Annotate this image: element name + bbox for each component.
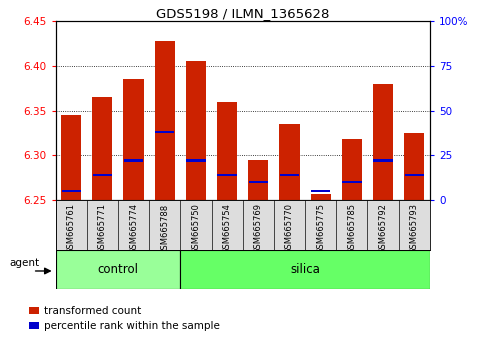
Text: GSM665769: GSM665769 xyxy=(254,204,263,255)
Text: GSM665774: GSM665774 xyxy=(129,204,138,255)
Bar xyxy=(61,115,81,200)
Bar xyxy=(404,133,425,200)
Legend: transformed count, percentile rank within the sample: transformed count, percentile rank withi… xyxy=(29,306,220,331)
Text: GSM665785: GSM665785 xyxy=(347,204,356,255)
Text: GSM665793: GSM665793 xyxy=(410,204,419,255)
Bar xyxy=(373,159,393,162)
Text: GSM665761: GSM665761 xyxy=(67,204,76,255)
Bar xyxy=(149,200,180,250)
Bar xyxy=(118,200,149,250)
Bar xyxy=(155,131,174,133)
Bar xyxy=(155,41,175,200)
Bar xyxy=(123,79,143,200)
Bar xyxy=(279,124,299,200)
Bar xyxy=(274,200,305,250)
Bar xyxy=(342,181,361,183)
Bar xyxy=(342,139,362,200)
Text: GSM665770: GSM665770 xyxy=(285,204,294,255)
Bar xyxy=(280,174,299,176)
Bar xyxy=(180,250,430,289)
Bar xyxy=(336,200,368,250)
Bar xyxy=(368,200,398,250)
Text: GSM665792: GSM665792 xyxy=(379,204,387,255)
Text: GSM665754: GSM665754 xyxy=(223,204,232,255)
Text: agent: agent xyxy=(9,258,39,268)
Bar xyxy=(93,174,112,176)
Bar xyxy=(242,200,274,250)
Bar xyxy=(56,200,87,250)
Bar xyxy=(405,174,424,176)
Bar xyxy=(248,160,269,200)
Bar xyxy=(180,200,212,250)
Bar xyxy=(124,159,143,162)
Bar xyxy=(61,190,81,193)
Bar xyxy=(186,159,206,162)
Bar xyxy=(373,84,393,200)
Bar xyxy=(212,200,242,250)
Bar xyxy=(398,200,430,250)
Bar xyxy=(217,174,237,176)
Text: silica: silica xyxy=(290,263,320,275)
Text: control: control xyxy=(98,263,139,275)
Text: GSM665775: GSM665775 xyxy=(316,204,325,255)
Bar xyxy=(311,190,330,193)
Bar xyxy=(92,97,113,200)
Bar xyxy=(217,102,237,200)
Title: GDS5198 / ILMN_1365628: GDS5198 / ILMN_1365628 xyxy=(156,7,329,20)
Bar xyxy=(186,62,206,200)
Bar xyxy=(311,194,331,200)
Text: GSM665771: GSM665771 xyxy=(98,204,107,255)
Bar xyxy=(305,200,336,250)
Bar xyxy=(56,250,180,289)
Bar xyxy=(87,200,118,250)
Bar xyxy=(249,181,268,183)
Text: GSM665788: GSM665788 xyxy=(160,204,169,255)
Text: GSM665750: GSM665750 xyxy=(191,204,200,255)
